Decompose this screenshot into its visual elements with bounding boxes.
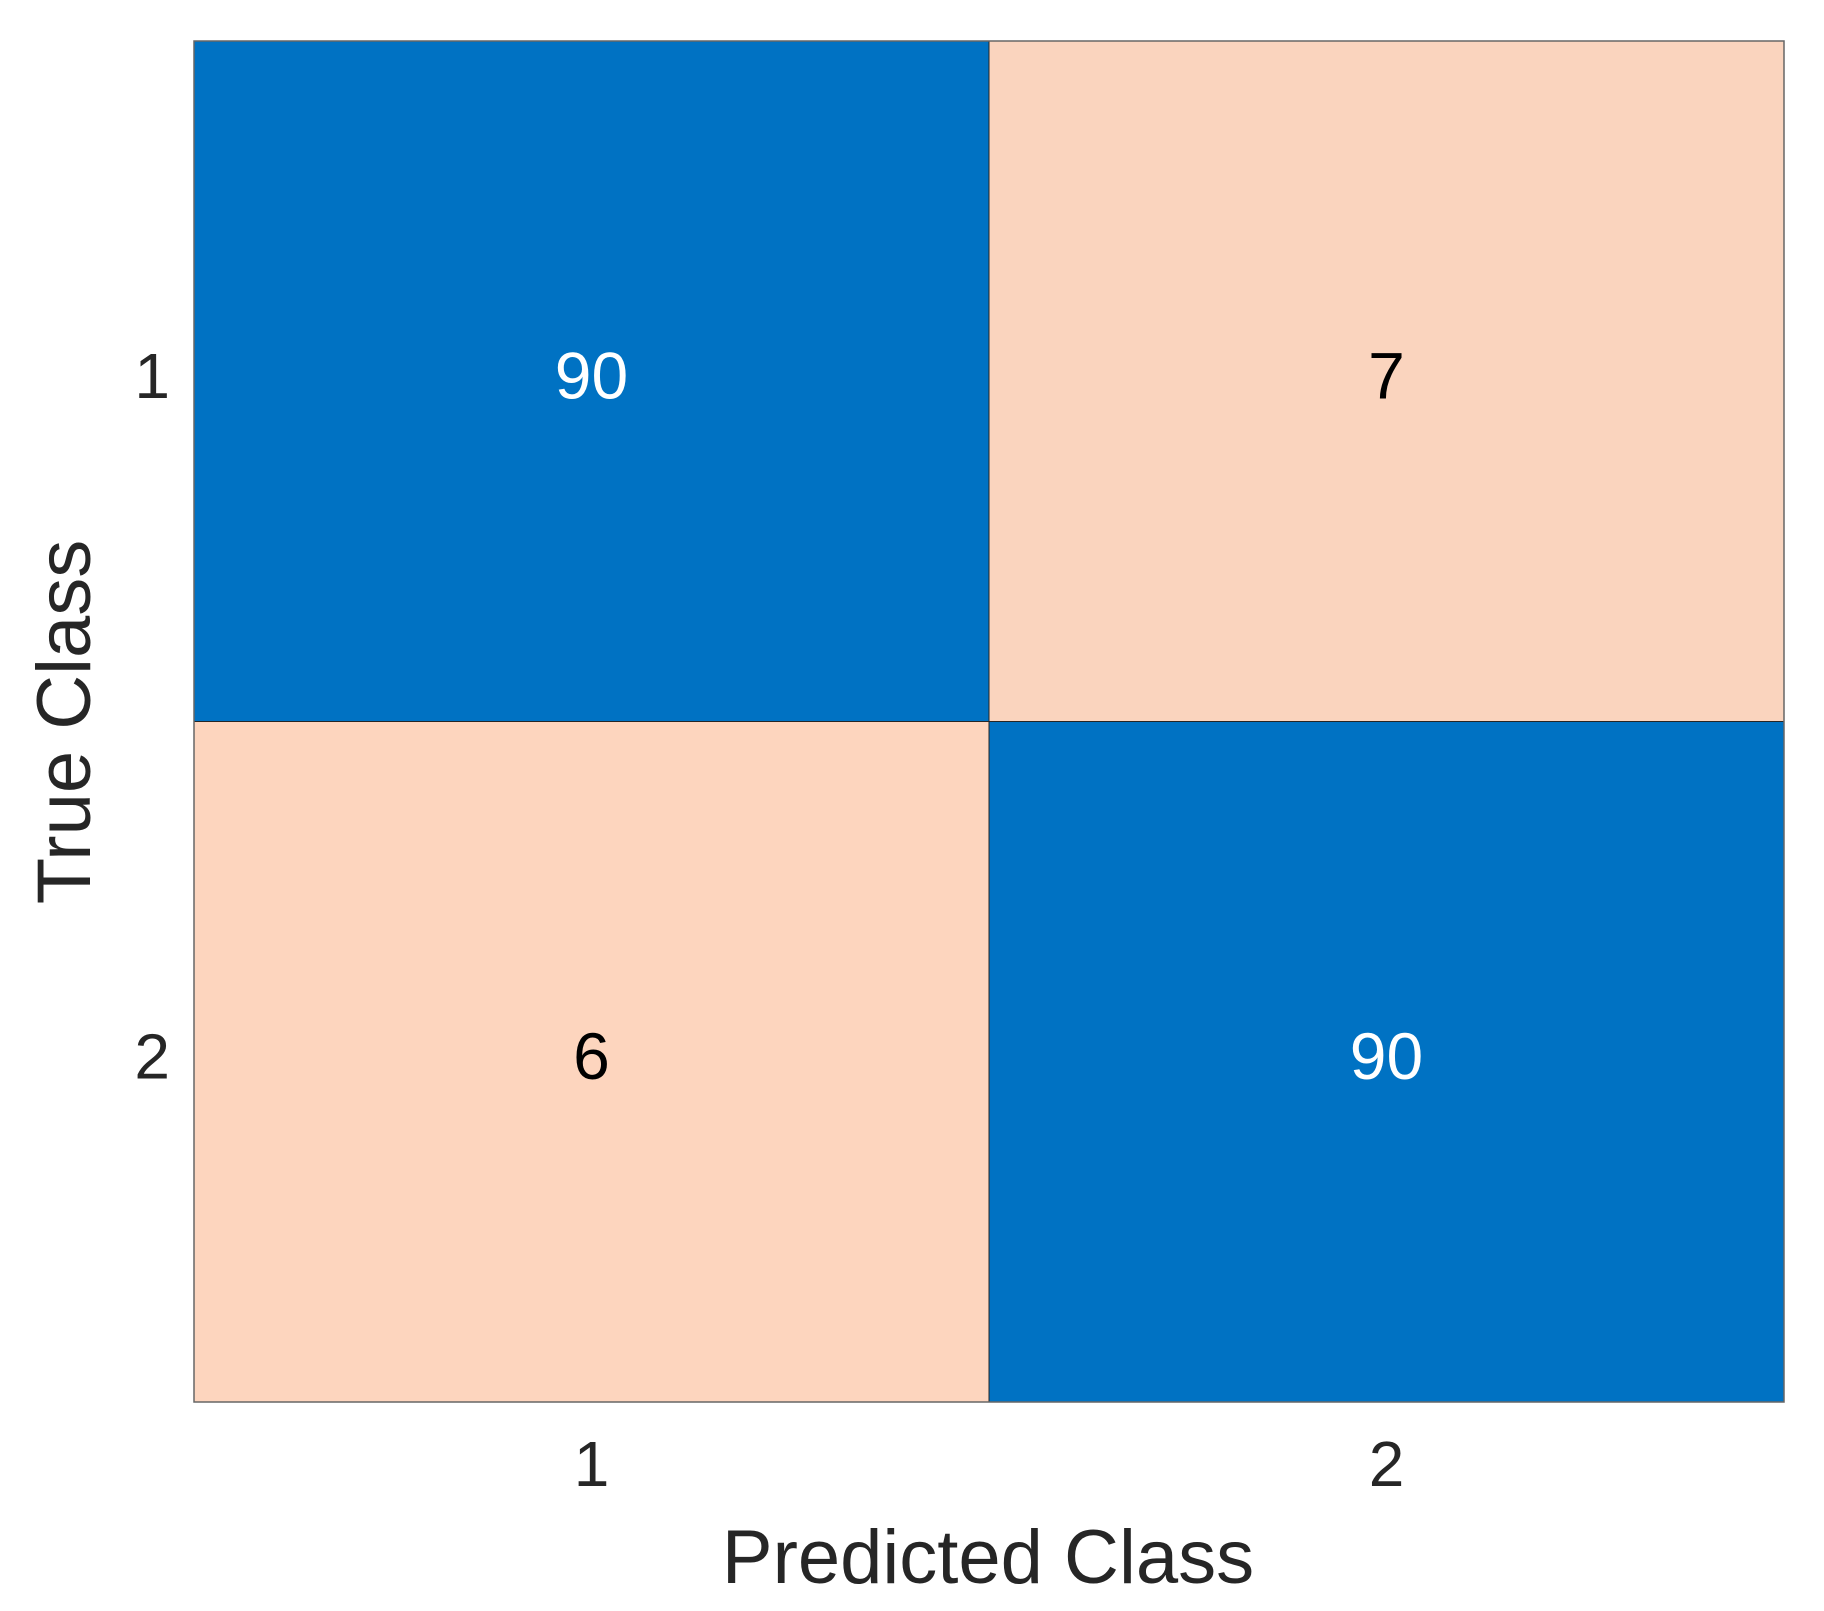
x-axis-label: Predicted Class: [722, 1515, 1254, 1600]
cell-label: 90: [555, 339, 628, 413]
x-tick-label: 2: [1369, 1428, 1405, 1500]
y-tick-label: 1: [134, 340, 170, 412]
cell-label: 7: [1368, 339, 1405, 413]
y-axis-label: True Class: [22, 540, 107, 905]
cell-label: 90: [1350, 1019, 1423, 1093]
x-tick-label: 1: [574, 1428, 610, 1500]
cell: [193, 721, 990, 1403]
cell: [988, 721, 1785, 1403]
y-tick-label: 2: [134, 1021, 170, 1093]
cell: [988, 40, 1785, 722]
cell: [193, 40, 990, 722]
plot-frame: [193, 40, 1785, 1403]
cell-label: 6: [573, 1019, 610, 1093]
